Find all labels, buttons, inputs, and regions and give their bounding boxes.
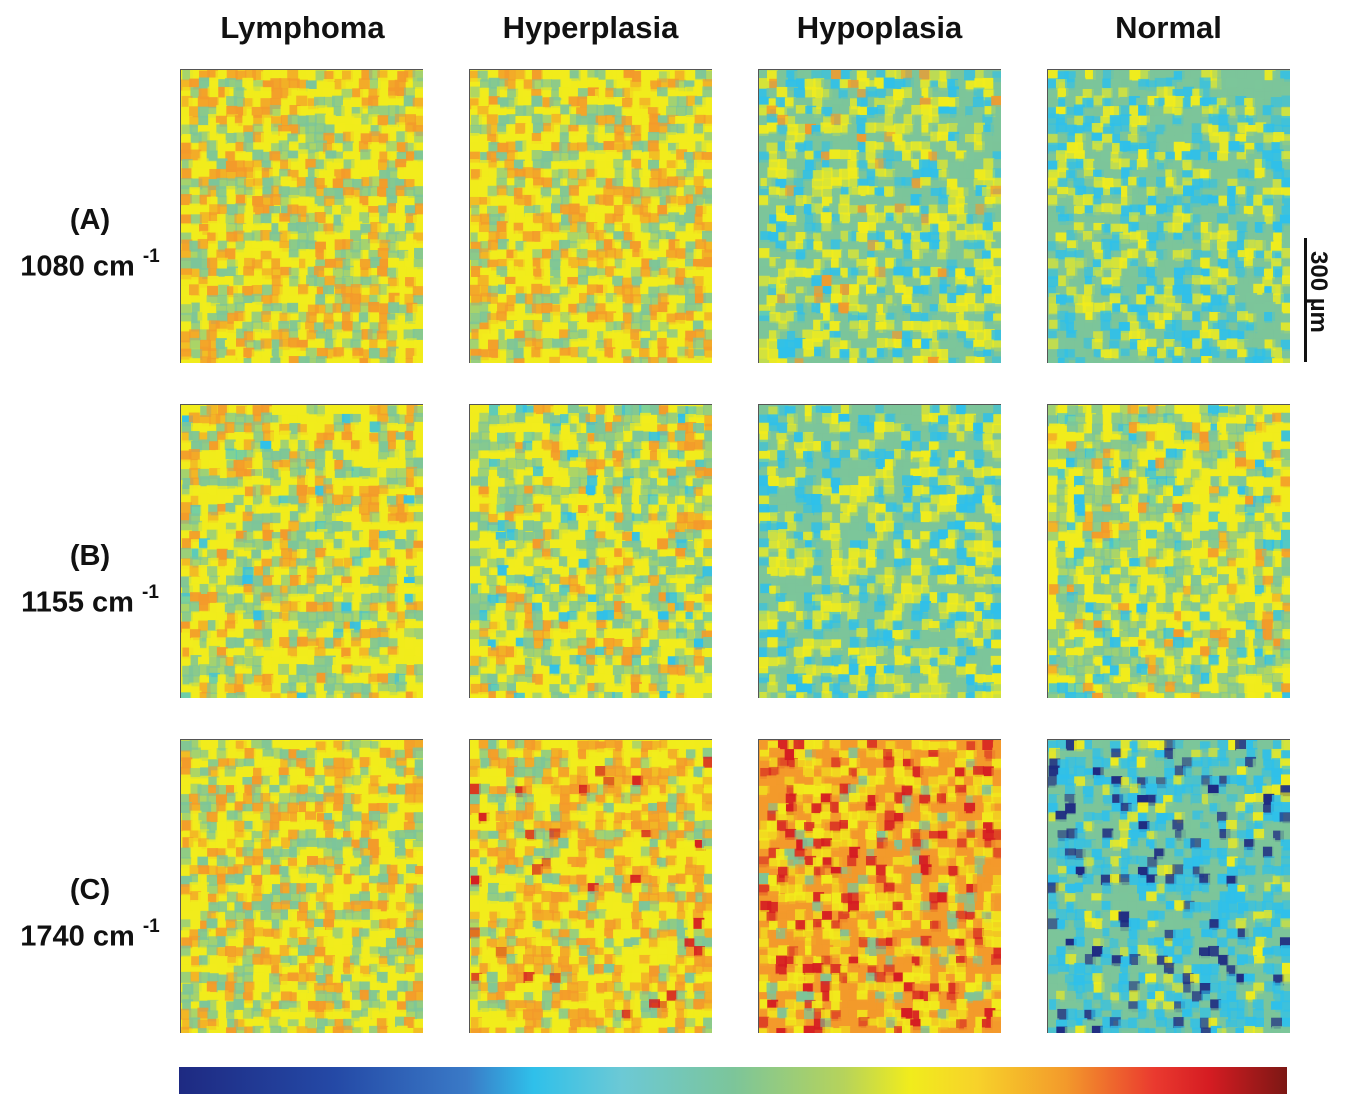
row-letter: (B)	[69, 540, 111, 572]
map-normal-row-2	[1047, 404, 1290, 698]
column-title-lymphoma: Lymphoma	[220, 10, 385, 45]
row-label-b: (B) 1155 cm -1	[0, 536, 180, 623]
row-wavenumber: 1740 cm -1	[20, 916, 160, 953]
map-lymphoma-row-3	[180, 739, 423, 1033]
scale-bar-label: 300 µm	[1305, 251, 1332, 333]
column-title-hyperplasia: Hyperplasia	[502, 10, 679, 45]
row-label-a: (A) 1080 cm -1	[0, 200, 180, 287]
row-wavenumber: 1155 cm -1	[21, 582, 159, 619]
column-title-hypoplasia: Hypoplasia	[796, 10, 963, 45]
map-hypoplasia-row-1	[758, 69, 1001, 363]
map-lymphoma-row-2	[180, 404, 423, 698]
scale-bar	[1304, 238, 1307, 362]
row-wavenumber: 1080 cm -1	[20, 246, 160, 283]
map-lymphoma-row-1	[180, 69, 423, 363]
map-hypoplasia-row-2	[758, 404, 1001, 698]
map-hypoplasia-row-3	[758, 739, 1001, 1033]
map-hyperplasia-row-2	[469, 404, 712, 698]
row-letter: (A)	[69, 204, 111, 236]
color-scale-bar	[179, 1067, 1287, 1094]
row-letter: (C)	[69, 874, 111, 906]
map-hyperplasia-row-1	[469, 69, 712, 363]
column-title-normal: Normal	[1115, 10, 1222, 45]
map-normal-row-3	[1047, 739, 1290, 1033]
map-hyperplasia-row-3	[469, 739, 712, 1033]
row-label-c: (C) 1740 cm -1	[0, 870, 180, 957]
map-normal-row-1	[1047, 69, 1290, 363]
